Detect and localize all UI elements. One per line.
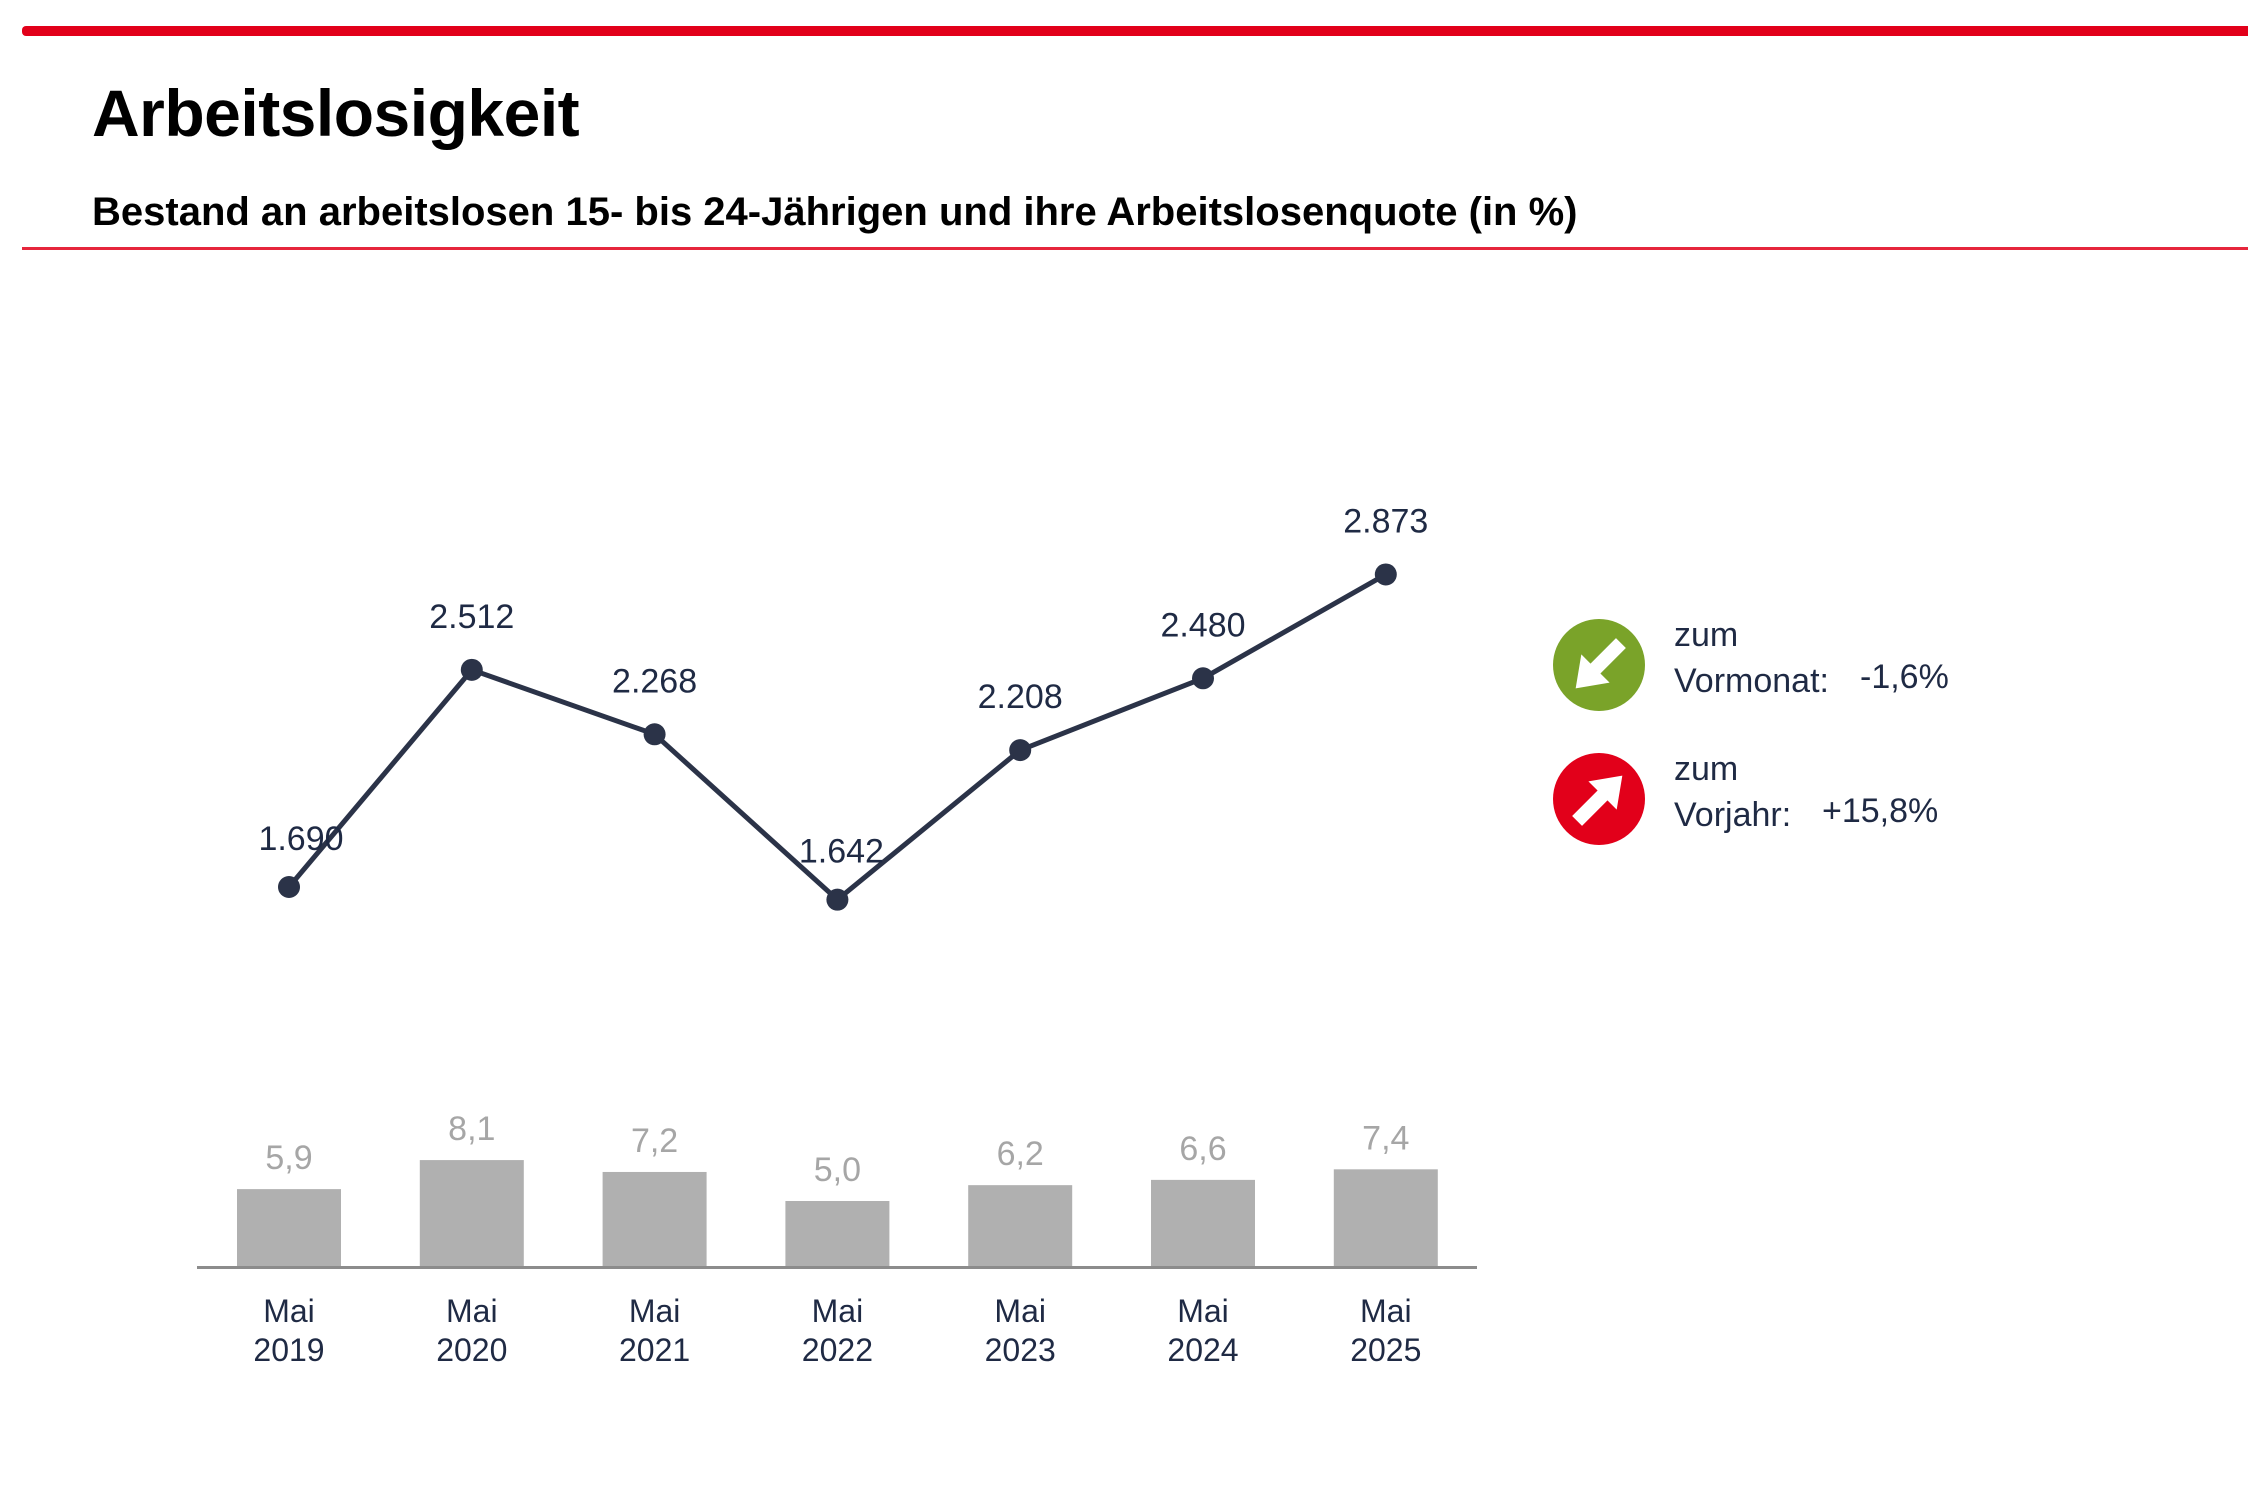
bar <box>968 1185 1073 1267</box>
line-point <box>460 658 483 681</box>
subtitle-rule <box>22 247 2248 250</box>
x-tick-label: Mai <box>629 1293 681 1329</box>
chart-subtitle: Bestand an arbeitslosen 15- bis 24-Jähri… <box>92 190 1578 234</box>
line-data-label: 2.268 <box>612 662 697 700</box>
x-tick-label: 2019 <box>253 1332 324 1368</box>
bar-data-label: 5,9 <box>265 1139 312 1177</box>
change-label-line2: Vorjahr: <box>1674 796 1792 834</box>
x-tick-label: Mai <box>446 1293 498 1329</box>
x-tick-label: 2023 <box>985 1332 1056 1368</box>
line-data-label: 1.642 <box>799 833 884 871</box>
x-tick-label: 2024 <box>1167 1332 1238 1368</box>
x-tick-label: Mai <box>1360 1293 1412 1329</box>
x-tick-label: 2025 <box>1350 1332 1421 1368</box>
x-tick-label: 2020 <box>436 1332 507 1368</box>
bar <box>1151 1179 1255 1267</box>
line-point <box>826 888 849 911</box>
bar-data-label: 6,2 <box>997 1135 1044 1173</box>
line-point <box>1009 739 1032 762</box>
line-data-label: 2.208 <box>978 678 1063 716</box>
change-value: -1,6% <box>1860 658 1949 696</box>
line-point <box>1374 563 1397 586</box>
change-vorjahr: zum Vorjahr: +15,8% <box>1552 750 2012 852</box>
bar <box>419 1160 524 1267</box>
page-title: Arbeitslosigkeit <box>92 76 580 150</box>
bar-data-label: 7,2 <box>631 1122 678 1160</box>
bar <box>1333 1169 1438 1267</box>
line-point <box>278 876 300 898</box>
line-point <box>643 723 666 746</box>
bar-data-label: 8,1 <box>448 1110 495 1148</box>
change-label-line1: zum <box>1674 616 1739 654</box>
bar <box>602 1171 707 1267</box>
bar-data-label: 5,0 <box>814 1151 861 1189</box>
bar <box>785 1201 890 1267</box>
line-data-label: 1.690 <box>258 820 343 858</box>
line-data-label: 2.480 <box>1160 606 1245 644</box>
header-top-rule <box>22 26 2248 36</box>
line-data-label: 2.873 <box>1343 502 1428 540</box>
change-value: +15,8% <box>1822 792 1939 830</box>
arrow-up-right-icon <box>1553 753 1645 845</box>
arrow-down-right-icon <box>1553 619 1645 711</box>
x-tick-label: 2021 <box>619 1332 690 1368</box>
bar-data-label: 6,6 <box>1179 1130 1226 1168</box>
bar <box>237 1189 341 1267</box>
line-data-label: 2.512 <box>429 598 514 636</box>
line-point <box>1192 667 1214 690</box>
x-tick-label: 2022 <box>802 1332 873 1368</box>
bar-data-label: 7,4 <box>1362 1119 1409 1157</box>
change-vormonat: zum Vormonat: -1,6% <box>1552 616 2012 718</box>
x-tick-label: Mai <box>1177 1293 1229 1329</box>
x-tick-label: Mai <box>263 1293 315 1329</box>
change-label-line2: Vormonat: <box>1674 662 1829 700</box>
change-label-line1: zum <box>1674 750 1739 788</box>
x-tick-label: Mai <box>994 1293 1046 1329</box>
x-tick-label: Mai <box>812 1293 864 1329</box>
